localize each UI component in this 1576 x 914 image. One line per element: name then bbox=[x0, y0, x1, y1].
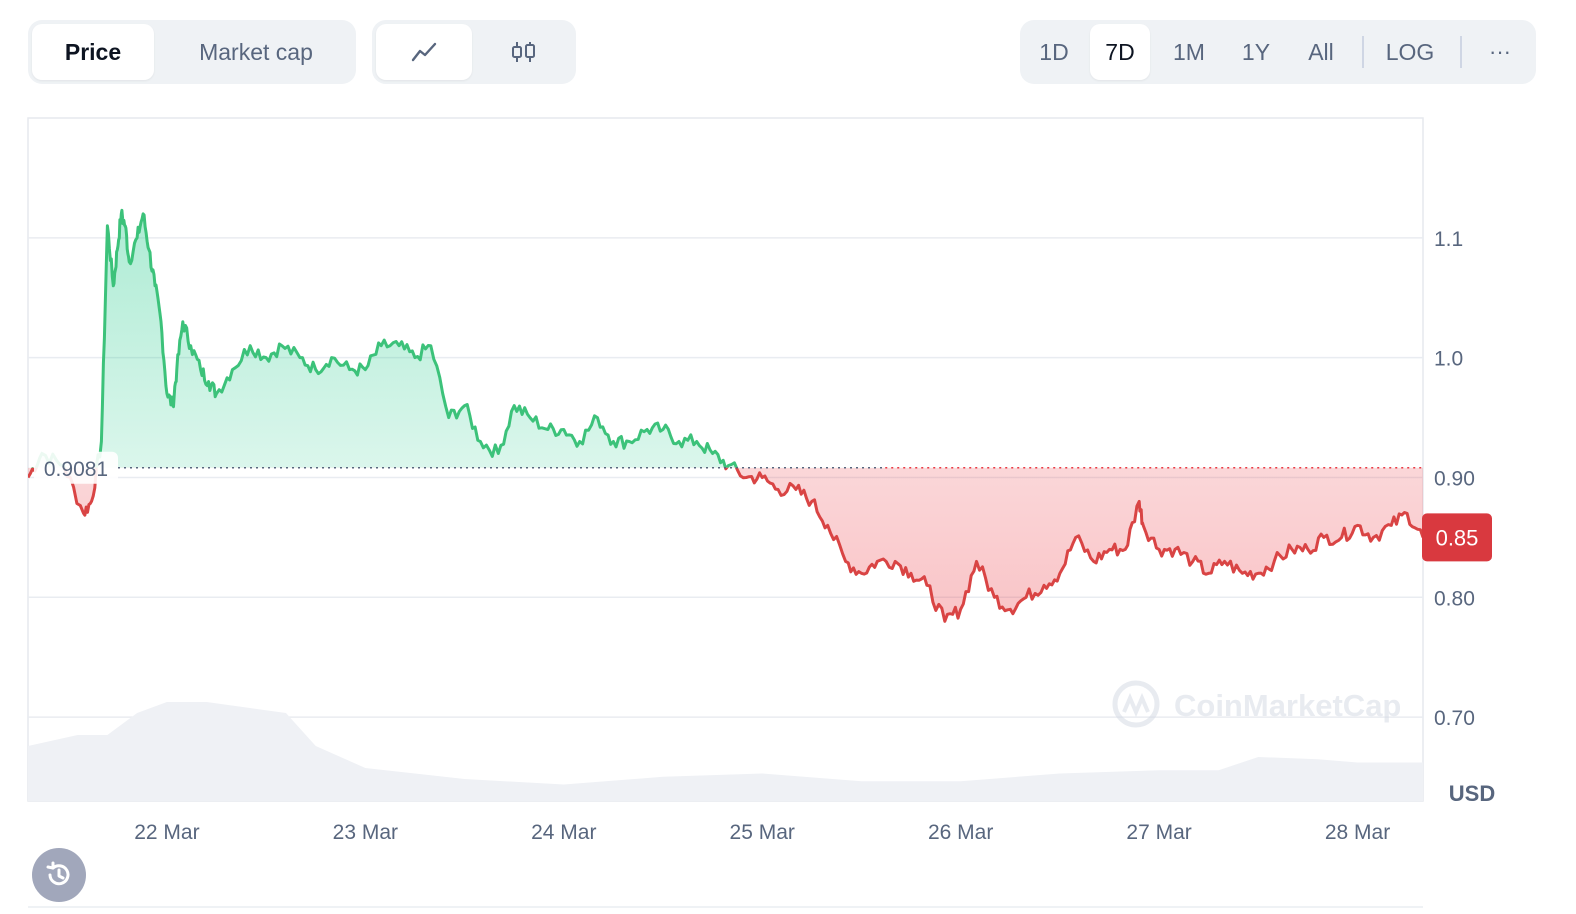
range-divider bbox=[1362, 36, 1364, 68]
market-cap-tab[interactable]: Market cap bbox=[199, 38, 313, 65]
more-options-button[interactable]: ··· bbox=[1489, 39, 1511, 64]
price-area-up bbox=[36, 210, 737, 468]
line-chart-icon bbox=[411, 42, 437, 62]
candlestick-button[interactable] bbox=[476, 24, 572, 80]
watermark-text: CoinMarketCap bbox=[1174, 688, 1401, 723]
x-tick-label: 25 Mar bbox=[730, 821, 795, 844]
x-tick-label: 26 Mar bbox=[928, 821, 993, 844]
chart-mode-toggle bbox=[372, 20, 576, 84]
y-tick-label: 0.90 bbox=[1434, 467, 1475, 490]
line-chart-button[interactable] bbox=[376, 24, 472, 80]
currency-label: USD bbox=[1449, 781, 1495, 806]
price-areas bbox=[28, 210, 1423, 622]
volume-fill bbox=[28, 702, 1423, 801]
price-line-up bbox=[31, 208, 739, 468]
x-axis-labels: 22 Mar 23 Mar 24 Mar 25 Mar 26 Mar 27 Mar 28 M… bbox=[134, 821, 1390, 844]
price-tab[interactable]: Price bbox=[32, 24, 154, 80]
range-divider bbox=[1460, 36, 1462, 68]
price-area-down bbox=[28, 467, 1423, 622]
range-1m[interactable]: 1M bbox=[1173, 38, 1205, 65]
y-axis-labels: 1.1 1.0 0.90 0.80 0.70 bbox=[1434, 228, 1475, 730]
history-icon bbox=[46, 861, 70, 886]
volume-area bbox=[28, 702, 1423, 801]
range-1y[interactable]: 1Y bbox=[1241, 38, 1271, 65]
current-price-text: 0.85 bbox=[1436, 525, 1479, 550]
y-tick-label: 0.80 bbox=[1434, 587, 1475, 610]
x-tick-label: 22 Mar bbox=[134, 821, 199, 844]
current-price-badge: 0.85 bbox=[1422, 513, 1492, 562]
reference-price-label: 0.9081 bbox=[34, 451, 118, 484]
price-line-down bbox=[28, 467, 1423, 623]
x-tick-label: 28 Mar bbox=[1325, 821, 1390, 844]
price-marketcap-toggle: Price Market cap bbox=[28, 20, 356, 84]
range-selector: 1D 7D 1M 1Y All LOG ··· bbox=[1020, 20, 1536, 84]
range-7d[interactable]: 7D bbox=[1090, 24, 1150, 80]
reference-price-text: 0.9081 bbox=[44, 458, 108, 481]
cmc-logo-mark bbox=[1122, 692, 1150, 718]
price-lines bbox=[28, 208, 1423, 623]
x-tick-label: 24 Mar bbox=[531, 821, 596, 844]
cmc-logo-icon bbox=[1112, 680, 1160, 728]
coinmarketcap-watermark: CoinMarketCap bbox=[1112, 680, 1401, 728]
range-1d[interactable]: 1D bbox=[1039, 38, 1069, 65]
history-button[interactable] bbox=[32, 848, 86, 902]
y-tick-label: 0.70 bbox=[1434, 707, 1475, 730]
x-tick-label: 27 Mar bbox=[1126, 821, 1191, 844]
candlestick-icon bbox=[512, 42, 535, 62]
y-tick-label: 1.0 bbox=[1434, 348, 1463, 371]
x-tick-label: 23 Mar bbox=[333, 821, 398, 844]
range-all[interactable]: All bbox=[1308, 38, 1334, 65]
log-toggle[interactable]: LOG bbox=[1385, 38, 1435, 65]
y-tick-label: 1.1 bbox=[1434, 228, 1463, 251]
